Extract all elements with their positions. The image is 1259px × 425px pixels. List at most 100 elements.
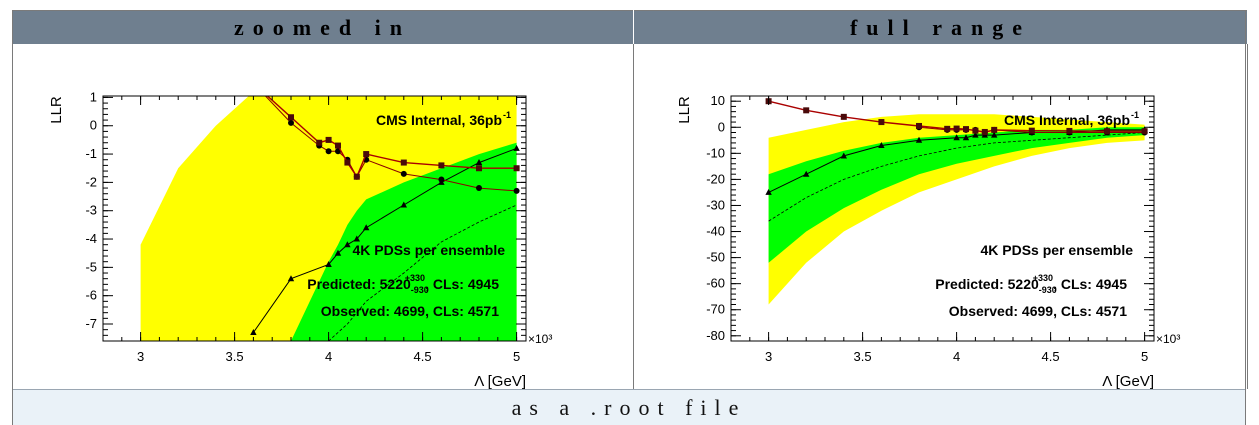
band-green	[768, 127, 1145, 263]
triangle-point	[250, 329, 257, 336]
predicted-down: -930	[411, 285, 429, 295]
panel-full-range: 3 3.5 4 4.5 5 10 0 -10 -20 -30 -40 -50 -60 -70 -80 LLR Λ…	[633, 44, 1248, 390]
square-point	[1066, 127, 1073, 134]
triangle-point	[334, 249, 342, 256]
x-tick-label: 4.5	[414, 349, 432, 364]
y-tick-label: -3	[85, 203, 97, 218]
ensemble-label: 4K PDSs per ensemble	[352, 242, 505, 258]
triangle-point	[915, 136, 923, 143]
y-tick-label: -1	[85, 146, 97, 161]
square-point	[1141, 128, 1148, 135]
triangle-point	[363, 224, 370, 231]
chart-full-range: 3 3.5 4 4.5 5 10 0 -10 -20 -30 -40 -50 -60 -70 -80 LLR Λ…	[676, 93, 1180, 390]
y-tick-label: -70	[706, 302, 725, 317]
expected-dashed-line	[768, 132, 1145, 222]
square-point	[513, 165, 520, 172]
triangle-point	[353, 235, 360, 242]
y-tick-label: 0	[90, 118, 97, 133]
circle-point	[513, 187, 520, 194]
y-tick-label: -50	[706, 250, 725, 265]
circle-point	[325, 148, 332, 155]
square-point	[288, 114, 294, 121]
header-full-range: full range	[634, 10, 1247, 45]
square-point	[363, 151, 370, 158]
y-tick-label: -80	[706, 328, 725, 343]
x-multiplier-label: ×10³	[1156, 332, 1180, 346]
x-tick-label: 4	[325, 349, 332, 364]
y-axis-label: LLR	[48, 96, 65, 124]
plot-frame	[730, 95, 1155, 342]
square-point	[991, 126, 998, 133]
y-tick-label: -2	[85, 174, 97, 189]
cms-label: CMS Internal, 36pb	[1004, 112, 1130, 128]
square-point	[316, 139, 323, 146]
square-point	[944, 125, 951, 132]
square-point	[963, 126, 969, 133]
x-tick-label: 3.5	[226, 349, 244, 364]
triangle-point	[344, 241, 351, 248]
triangle-point	[475, 159, 483, 166]
y-tick-label: 10	[711, 93, 725, 108]
square-point	[916, 122, 922, 129]
triangle-point	[878, 142, 885, 149]
x-tick-label: 4	[953, 349, 960, 364]
circle-point	[400, 170, 407, 177]
square-point	[344, 159, 351, 166]
square-point	[438, 162, 445, 169]
square-point	[353, 173, 360, 180]
x-tick-label: 5	[1141, 349, 1148, 364]
square-point	[335, 142, 341, 149]
y-tick-label: -4	[85, 231, 97, 246]
predicted-suffix: , CLs: 4945	[1053, 276, 1127, 292]
chart-zoomed-in: 3 3.5 4 4.5 5 1 0 -1 -2 -3 -4 -5 -6 -7 LLR Λ [GeV] ×10³ C…	[48, 80, 552, 390]
predicted-label: Predicted: 5220-930 +330, CLs: 4945	[935, 273, 1127, 295]
y-tick-label: 1	[90, 89, 97, 104]
x-multiplier-label: ×10³	[528, 332, 552, 346]
predicted-suffix: , CLs: 4945	[425, 276, 499, 292]
header-zoomed-in: zoomed in	[12, 10, 633, 45]
triangle-point	[840, 152, 847, 159]
predicted-down: -930	[1039, 285, 1057, 295]
plot-area	[140, 80, 520, 341]
triangle-point	[513, 144, 520, 151]
band-green	[140, 142, 517, 341]
x-tick-label: 3	[765, 349, 772, 364]
observed-square-line	[266, 96, 517, 179]
y-tick-label: -6	[85, 288, 97, 303]
square-point	[878, 119, 885, 126]
expected-dashed-line	[328, 204, 517, 341]
triangle-point	[991, 131, 998, 138]
plot-frame	[102, 95, 527, 342]
square-point	[972, 127, 979, 134]
square-point	[250, 80, 256, 86]
cms-label-superscript: -1	[503, 110, 511, 120]
x-tick-label: 3	[137, 349, 144, 364]
triangle-point	[803, 170, 810, 177]
square-point	[400, 159, 407, 166]
plot-area	[765, 98, 1148, 305]
square-point	[953, 125, 960, 132]
triangle-point	[400, 201, 407, 208]
y-tick-label: 0	[718, 119, 725, 134]
x-tick-label: 5	[513, 349, 520, 364]
triangle-point	[962, 134, 970, 141]
x-axis-label: Λ [GeV]	[474, 373, 526, 389]
circle-point	[476, 185, 482, 192]
square-point	[325, 136, 332, 143]
circle-point	[250, 80, 256, 86]
predicted-up: +330	[1033, 273, 1053, 283]
predicted-up: +330	[405, 273, 425, 283]
y-axis-label: LLR	[676, 96, 693, 124]
circle-point	[288, 119, 294, 126]
predicted-prefix: Predicted: 5220	[307, 276, 411, 292]
triangle-point	[972, 131, 979, 138]
square-point	[840, 113, 847, 120]
square-point	[803, 107, 810, 114]
square-point	[1028, 127, 1035, 134]
triangle-point	[287, 275, 295, 282]
triangle-point	[953, 134, 960, 141]
square-point	[1104, 128, 1110, 135]
root-file-link[interactable]: as a .root file	[12, 389, 1246, 425]
predicted-prefix: Predicted: 5220	[935, 276, 1039, 292]
y-tick-label: -60	[706, 276, 725, 291]
